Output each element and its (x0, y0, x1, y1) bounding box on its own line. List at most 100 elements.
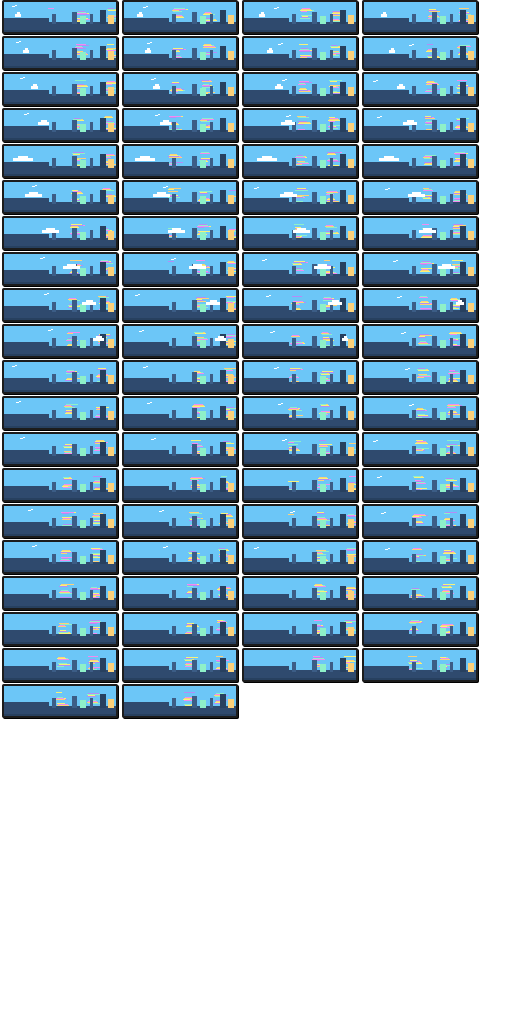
building-lit (468, 339, 474, 348)
horizon-stripe (415, 449, 422, 450)
horizon-stripe (64, 447, 73, 448)
horizon-stripe (300, 49, 309, 50)
ground-edge (124, 462, 236, 464)
horizon-stripe (455, 191, 462, 192)
building (210, 230, 213, 240)
horizon-stripe (425, 116, 431, 117)
horizon-stripe (96, 440, 104, 441)
building-lit (320, 340, 326, 348)
horizon-stripe (313, 664, 326, 665)
building (192, 588, 197, 600)
horizon-stripe (441, 633, 452, 634)
horizon-stripe (424, 164, 435, 165)
horizon-stripe (57, 697, 63, 698)
ground-edge (244, 102, 356, 104)
cloud (328, 302, 342, 305)
building (220, 478, 226, 492)
bird (16, 402, 19, 403)
horizon-stripe (216, 693, 224, 694)
building (72, 660, 77, 672)
ground-edge (124, 30, 236, 32)
building-lit (440, 160, 446, 168)
horizon-stripe (63, 524, 72, 525)
horizon-stripe (449, 333, 462, 334)
horizon-stripe (73, 158, 86, 159)
sprite-frame (122, 36, 238, 70)
horizon-stripe (73, 154, 80, 155)
horizon-stripe (413, 523, 424, 524)
horizon-stripe (292, 296, 302, 297)
building-lit (468, 447, 474, 456)
horizon-stripe (411, 595, 422, 596)
ground (124, 634, 236, 644)
horizon-stripe (67, 370, 74, 371)
horizon-stripe (423, 196, 435, 197)
building (192, 516, 197, 528)
horizon-stripe (170, 162, 183, 163)
building-lit (200, 664, 206, 672)
horizon-stripe (297, 155, 303, 156)
horizon-stripe (205, 18, 213, 19)
horizon-stripe (215, 702, 223, 703)
bird (23, 437, 25, 438)
bird (377, 477, 380, 478)
horizon-stripe (443, 590, 449, 591)
horizon-stripe (453, 234, 465, 235)
horizon-stripe (450, 299, 458, 300)
building (72, 372, 77, 384)
sprite-frame (122, 648, 238, 682)
horizon-stripe (412, 555, 424, 556)
ground-edge (4, 30, 116, 32)
horizon-stripe (66, 404, 78, 405)
sprite-frame (2, 216, 118, 250)
building-lit (348, 627, 354, 636)
horizon-stripe (204, 44, 211, 45)
ground-edge (124, 390, 236, 392)
hill (364, 306, 409, 310)
bird (35, 185, 37, 186)
horizon-stripe (202, 87, 214, 88)
building-lit (108, 15, 114, 24)
horizon-stripe (194, 404, 203, 405)
horizon-stripe (330, 46, 338, 47)
building (192, 444, 197, 456)
building (292, 446, 296, 456)
building (90, 482, 93, 492)
cloud (379, 158, 399, 161)
horizon-stripe (415, 410, 425, 411)
sprite-frame (242, 324, 358, 358)
ground-edge (364, 138, 476, 140)
horizon-stripe (320, 404, 326, 405)
building-lit (440, 88, 446, 96)
building (460, 622, 466, 636)
horizon-stripe (201, 119, 214, 120)
horizon-stripe (417, 441, 426, 442)
horizon-stripe (446, 478, 453, 479)
horizon-stripe (288, 442, 294, 443)
horizon-stripe (172, 10, 179, 11)
horizon-stripe (314, 620, 322, 621)
horizon-stripe (59, 623, 69, 624)
hill (124, 594, 169, 598)
building-lit (200, 52, 206, 60)
building-lit (200, 340, 206, 348)
horizon-stripe (427, 44, 433, 45)
building (432, 372, 437, 384)
ground (364, 598, 476, 608)
horizon-stripe (218, 621, 226, 622)
horizon-stripe (323, 306, 330, 307)
building-lit (200, 520, 206, 528)
building (220, 406, 226, 420)
ground (364, 562, 476, 572)
ground-edge (4, 498, 116, 500)
horizon-stripe (202, 85, 210, 86)
building (90, 554, 93, 564)
horizon-stripe (186, 665, 196, 666)
horizon-stripe (74, 165, 83, 166)
frame-scene (4, 398, 116, 428)
horizon-stripe (93, 476, 102, 477)
horizon-stripe (421, 268, 433, 269)
horizon-stripe (323, 339, 333, 340)
horizon-stripe (333, 12, 344, 13)
horizon-stripe (425, 163, 434, 164)
